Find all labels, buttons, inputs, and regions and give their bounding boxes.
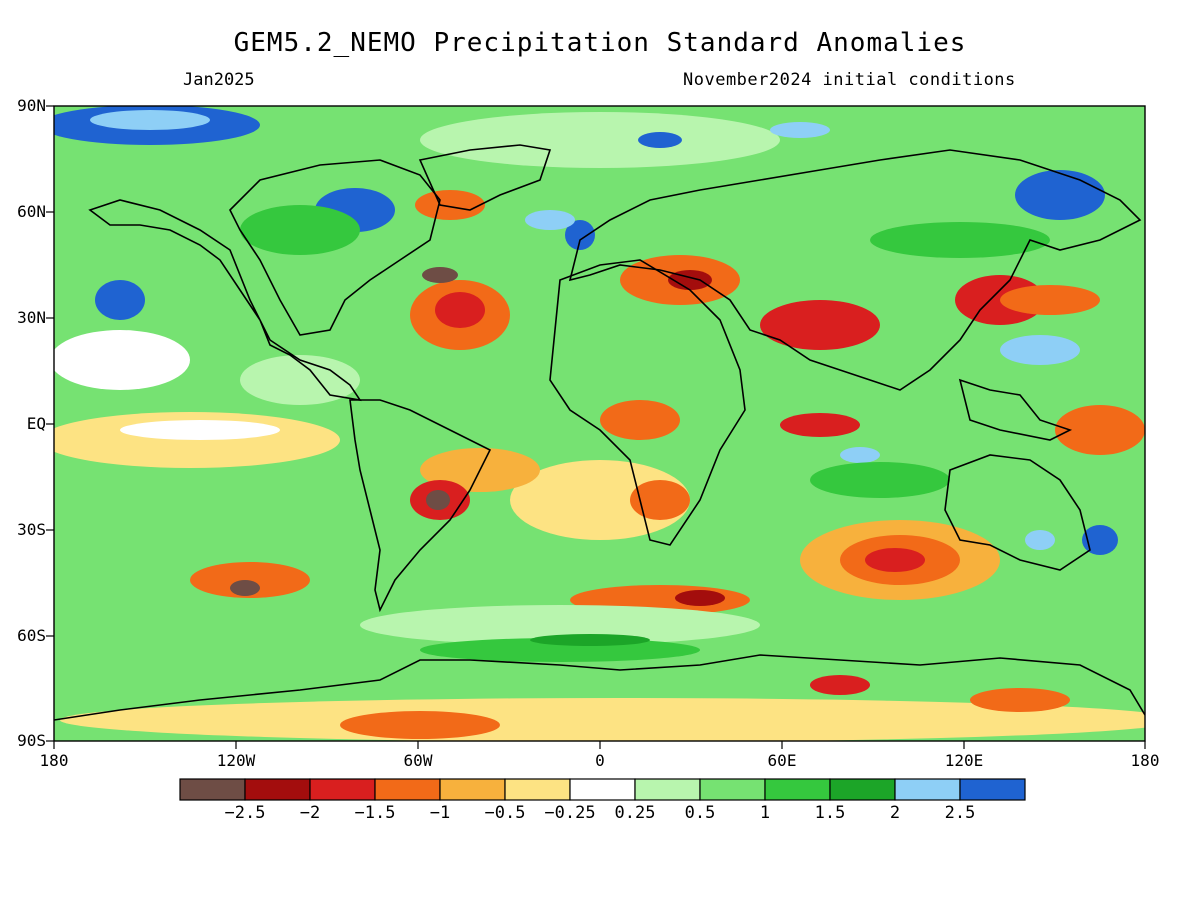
colorbar-label: 1.5 [814,803,846,823]
lat-label-60n: 60N [17,202,46,221]
lon-label-0: 0 [595,751,605,770]
map-title: GEM5.2_NEMO Precipitation Standard Anoma… [233,28,967,58]
lon-label-180e: 180 [1130,751,1160,770]
colorbar-swatch [959,778,1026,801]
colorbar-swatch [504,778,571,801]
colorbar-label: −2 [299,803,321,823]
lat-label-30n: 30N [17,308,46,327]
colorbar-swatch [829,778,896,801]
colorbar-label: −1.5 [354,803,396,823]
colorbar-label: 2.5 [944,803,976,823]
lat-label-30s: 30S [17,520,46,539]
colorbar-swatch [764,778,831,801]
coastlines [54,144,1145,721]
colorbar-label: −2.5 [224,803,266,823]
colorbar-label: −0.5 [484,803,526,823]
lat-label-eq: EQ [26,414,46,433]
colorbar-label: 0.5 [684,803,716,823]
lat-label-90s: 90S [17,731,46,750]
init-conditions: November2024 initial conditions [683,70,1016,90]
colorbar-swatch [634,778,701,801]
lon-label-120e: 120E [944,751,984,770]
lon-label-60e: 60E [767,751,797,770]
valid-month: Jan2025 [183,70,255,90]
lon-label-180w: 180 [39,751,69,770]
colorbar-swatch [179,778,246,801]
colorbar-label: −0.25 [544,803,596,823]
axis-ticks [46,105,1146,749]
lat-label-90n: 90N [17,96,46,115]
lat-label-60s: 60S [17,626,46,645]
colorbar-label: 1 [759,803,771,823]
colorbar-label: 2 [889,803,901,823]
colorbar-swatch [699,778,766,801]
colorbar-label: −1 [429,803,451,823]
colorbar-swatch [374,778,441,801]
colorbar-swatch [569,778,636,801]
colorbar-swatch [309,778,376,801]
lon-label-120w: 120W [216,751,256,770]
colorbar-label: 0.25 [614,803,656,823]
lon-label-60w: 60W [403,751,433,770]
colorbar-swatch [439,778,506,801]
colorbar-swatch [244,778,311,801]
colorbar-swatch [894,778,961,801]
